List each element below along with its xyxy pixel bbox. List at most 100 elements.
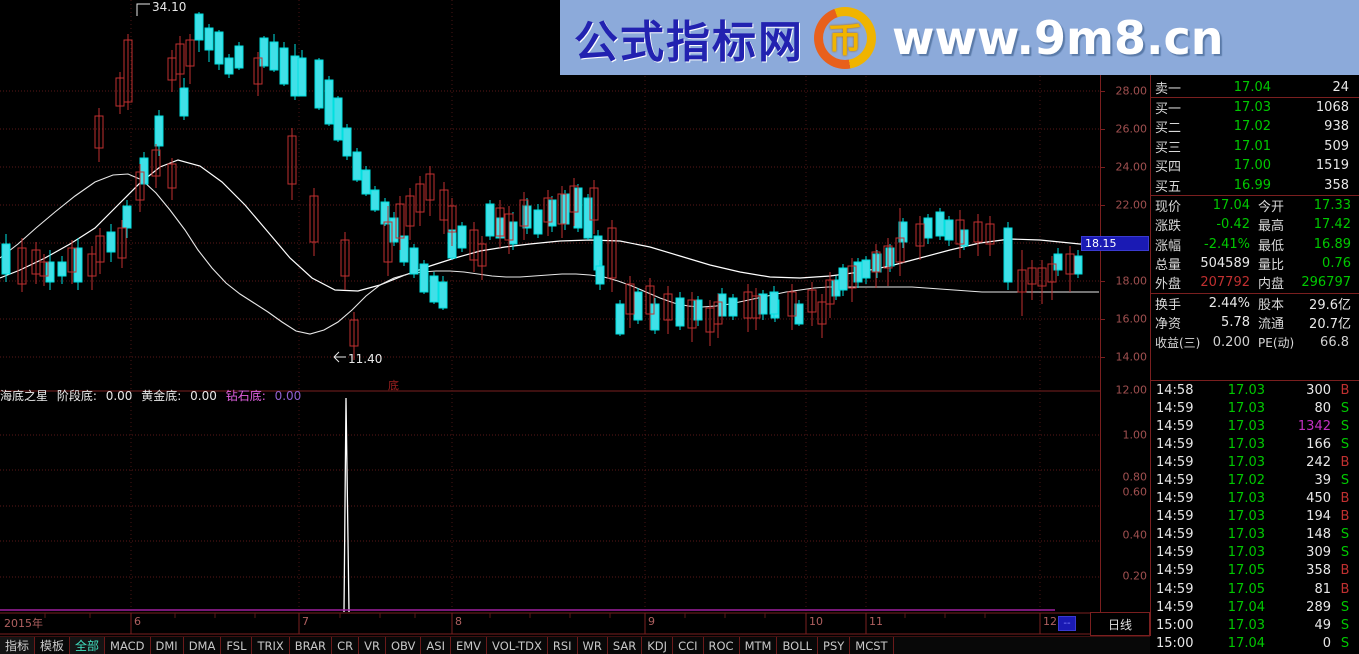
orderbook-label: 买二 — [1155, 121, 1182, 137]
tick-time: 14:59 — [1156, 454, 1194, 470]
toolbar-item-fsl[interactable]: FSL — [221, 637, 253, 654]
stat-label: 内盘 — [1258, 277, 1285, 293]
tick-row[interactable]: 14:59 17.03 1342 S — [1151, 417, 1359, 435]
tick-row[interactable]: 14:59 17.03 166 S — [1151, 435, 1359, 453]
toolbar-item-rsi[interactable]: RSI — [548, 637, 578, 654]
toolbar-item-roc[interactable]: ROC — [704, 637, 740, 654]
toolbar-item-vr[interactable]: VR — [359, 637, 386, 654]
orderbook-row-buy2[interactable]: 买二 17.02 938 — [1151, 117, 1359, 136]
orderbook-row-buy1[interactable]: 买一 17.03 1068 — [1151, 98, 1359, 117]
toolbar-item-asi[interactable]: ASI — [421, 637, 451, 654]
coin-logo-icon: 币 — [814, 6, 876, 69]
stat-label: 净资 — [1155, 317, 1182, 333]
tick-volume: 39 — [1314, 473, 1331, 489]
stat-label: 收益(三) — [1155, 335, 1201, 350]
stat-value: 17.33 — [1313, 197, 1351, 213]
orderbook-row-sell1[interactable]: 卖一 17.04 24 — [1151, 77, 1359, 97]
indicator-item-0-value: 0.00 — [105, 389, 133, 403]
toolbar-all-button[interactable]: 全部 — [70, 637, 106, 654]
tick-volume: 49 — [1314, 617, 1331, 633]
toolbar-item-cci[interactable]: CCI — [673, 637, 704, 654]
stat-value: 504589 — [1200, 256, 1250, 272]
tick-side: S — [1340, 617, 1350, 633]
indicator-item-1-value: 0.00 — [190, 389, 217, 403]
orderbook-price: 16.99 — [1233, 177, 1271, 193]
stat-label: 换手 — [1155, 297, 1182, 313]
time-label-10: 10 — [809, 615, 823, 628]
tick-side: S — [1340, 527, 1350, 543]
tick-row[interactable]: 14:59 17.05 358 B — [1151, 562, 1359, 580]
period-label[interactable]: 日线 — [1107, 617, 1132, 632]
tick-time: 14:59 — [1156, 545, 1194, 561]
tick-row[interactable]: 15:00 17.04 0 S — [1151, 634, 1359, 652]
stat-value: 0.76 — [1322, 256, 1351, 272]
tick-price: 17.03 — [1227, 400, 1265, 416]
toolbar-item-sar[interactable]: SAR — [608, 637, 643, 654]
tick-row[interactable]: 15:00 17.03 49 S — [1151, 616, 1359, 634]
horizontal-scroll-handle[interactable]: -- — [1058, 616, 1076, 631]
tick-row[interactable]: 14:59 17.03 450 B — [1151, 490, 1359, 508]
toolbar-item-dmi[interactable]: DMI — [151, 637, 184, 654]
tick-side: S — [1340, 400, 1350, 416]
tick-side: B — [1340, 509, 1350, 525]
time-axis[interactable]: 2015年 6 7 8 9 10 11 12 — [0, 612, 1100, 636]
toolbar-item-obv[interactable]: OBV — [386, 637, 422, 654]
toolbar-item-psy[interactable]: PSY — [818, 637, 851, 654]
indicator-toolbar[interactable]: 指标 模板 全部 MACD DMI DMA FSL TRIX BRAR CR V… — [0, 636, 1150, 654]
orderbook-row-buy5[interactable]: 买五 16.99 358 — [1151, 175, 1359, 195]
toolbar-item-dma[interactable]: DMA — [184, 637, 222, 654]
toolbar-item-kdj[interactable]: KDJ — [642, 637, 674, 654]
tick-row[interactable]: 14:59 17.04 289 S — [1151, 598, 1359, 616]
price-axis: 28.00 26.00 24.00 22.00 20.00 18.00 16.0… — [1081, 0, 1150, 612]
orderbook-volume: 509 — [1324, 138, 1349, 154]
coin-logo-glyph: 币 — [828, 21, 862, 61]
orderbook-label: 买三 — [1155, 140, 1182, 156]
tick-row[interactable]: 14:59 17.02 39 S — [1151, 471, 1359, 489]
tick-price: 17.03 — [1227, 418, 1265, 434]
stat-value: 296797 — [1301, 275, 1351, 291]
tick-row[interactable]: 14:59 17.05 81 B — [1151, 580, 1359, 598]
stat-label: 今开 — [1258, 199, 1285, 215]
stat-label: 股本 — [1258, 297, 1285, 313]
toolbar-item-boll[interactable]: BOLL — [777, 637, 819, 654]
tick-row[interactable]: 14:59 17.03 148 S — [1151, 526, 1359, 544]
bottom-signal-glyph: 底 — [388, 379, 399, 392]
high-marker — [136, 3, 150, 16]
tick-row[interactable]: 14:59 17.03 80 S — [1151, 399, 1359, 417]
orderbook-row-buy4[interactable]: 买四 17.00 1519 — [1151, 156, 1359, 175]
indicator-item-2-value: 0.00 — [274, 389, 302, 403]
toolbar-item-cr[interactable]: CR — [332, 637, 360, 654]
sub-y-label-0.80: 0.80 — [1122, 470, 1148, 484]
tick-price: 17.03 — [1227, 491, 1265, 507]
toolbar-item-emv[interactable]: EMV — [451, 637, 488, 654]
toolbar-item-brar[interactable]: BRAR — [290, 637, 333, 654]
stat-row-change-pct: 涨幅 -2.41% 最低 16.89 — [1151, 235, 1359, 254]
tick-volume: 194 — [1306, 509, 1331, 525]
toolbar-item-vol-tdx[interactable]: VOL-TDX — [487, 637, 548, 654]
quote-panel[interactable]: 卖二 17.05 201 卖一 17.04 24 买一 17.03 1068 买… — [1150, 0, 1359, 651]
tick-row[interactable]: 14:59 17.03 194 B — [1151, 508, 1359, 526]
toolbar-template-button[interactable]: 模板 — [35, 637, 71, 654]
tick-time: 14:59 — [1156, 473, 1194, 489]
tick-time: 14:59 — [1156, 491, 1194, 507]
orderbook-row-buy3[interactable]: 买三 17.01 509 — [1151, 137, 1359, 156]
toolbar-item-mcst[interactable]: MCST — [850, 637, 894, 654]
y-label-12: 12.00 — [1115, 383, 1148, 397]
tick-row[interactable]: 14:59 17.03 242 B — [1151, 453, 1359, 471]
y-label-28: 28.00 — [1115, 84, 1148, 98]
stat-row-outer-inner: 外盘 207792 内盘 296797 — [1151, 273, 1359, 292]
time-label-6: 6 — [134, 615, 141, 628]
time-label-8: 8 — [455, 615, 462, 628]
tick-row[interactable]: 14:59 17.03 309 S — [1151, 544, 1359, 562]
tick-row[interactable]: 14:58 17.03 300 B — [1151, 381, 1359, 399]
toolbar-item-macd[interactable]: MACD — [105, 637, 151, 654]
stat-label: 总量 — [1155, 258, 1182, 274]
stat-value: 17.42 — [1313, 217, 1351, 233]
tick-trade-list[interactable]: 14:58 17.03 300 B 14:59 17.03 80 S 14:59… — [1151, 380, 1359, 651]
toolbar-item-wr[interactable]: WR — [578, 637, 608, 654]
toolbar-item-trix[interactable]: TRIX — [252, 637, 290, 654]
y-label-22: 22.00 — [1115, 198, 1148, 212]
toolbar-item-mtm[interactable]: MTM — [740, 637, 778, 654]
orderbook-volume: 1519 — [1315, 158, 1349, 174]
sub-indicator-chart[interactable]: 底 — [0, 379, 1100, 612]
